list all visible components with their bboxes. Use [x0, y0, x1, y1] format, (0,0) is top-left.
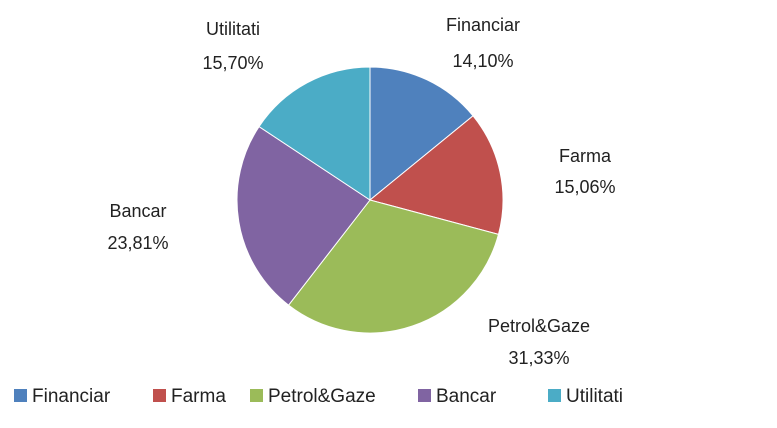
slice-label-value: 15,06%: [554, 177, 615, 197]
pie-slice: [369, 66, 474, 202]
slice-label-value: 31,33%: [508, 348, 569, 368]
slice-label-name: Farma: [559, 146, 612, 166]
pie-slice: [236, 125, 371, 306]
slice-label-value: 14,10%: [452, 51, 513, 71]
legend-label: Petrol&Gaze: [268, 386, 376, 407]
slice-label-name: Petrol&Gaze: [488, 316, 590, 336]
pie-slice: [368, 115, 504, 235]
slice-label-value: 15,70%: [202, 53, 263, 73]
slice-label-name: Utilitati: [206, 19, 260, 39]
legend-label: Farma: [171, 386, 226, 407]
legend-swatch: [14, 389, 27, 402]
legend-label: Bancar: [436, 386, 497, 407]
legend-label: Utilitati: [566, 386, 623, 407]
legend-swatch: [548, 389, 561, 402]
slice-label-value: 23,81%: [107, 233, 168, 253]
legend-swatch: [418, 389, 431, 402]
pie-slice: [287, 199, 500, 334]
legend-label: Financiar: [32, 386, 111, 407]
slice-label-name: Bancar: [109, 201, 166, 221]
pie-slice: [258, 66, 371, 201]
legend-swatch: [250, 389, 263, 402]
legend-swatch: [153, 389, 166, 402]
slice-label-name: Financiar: [446, 15, 520, 35]
